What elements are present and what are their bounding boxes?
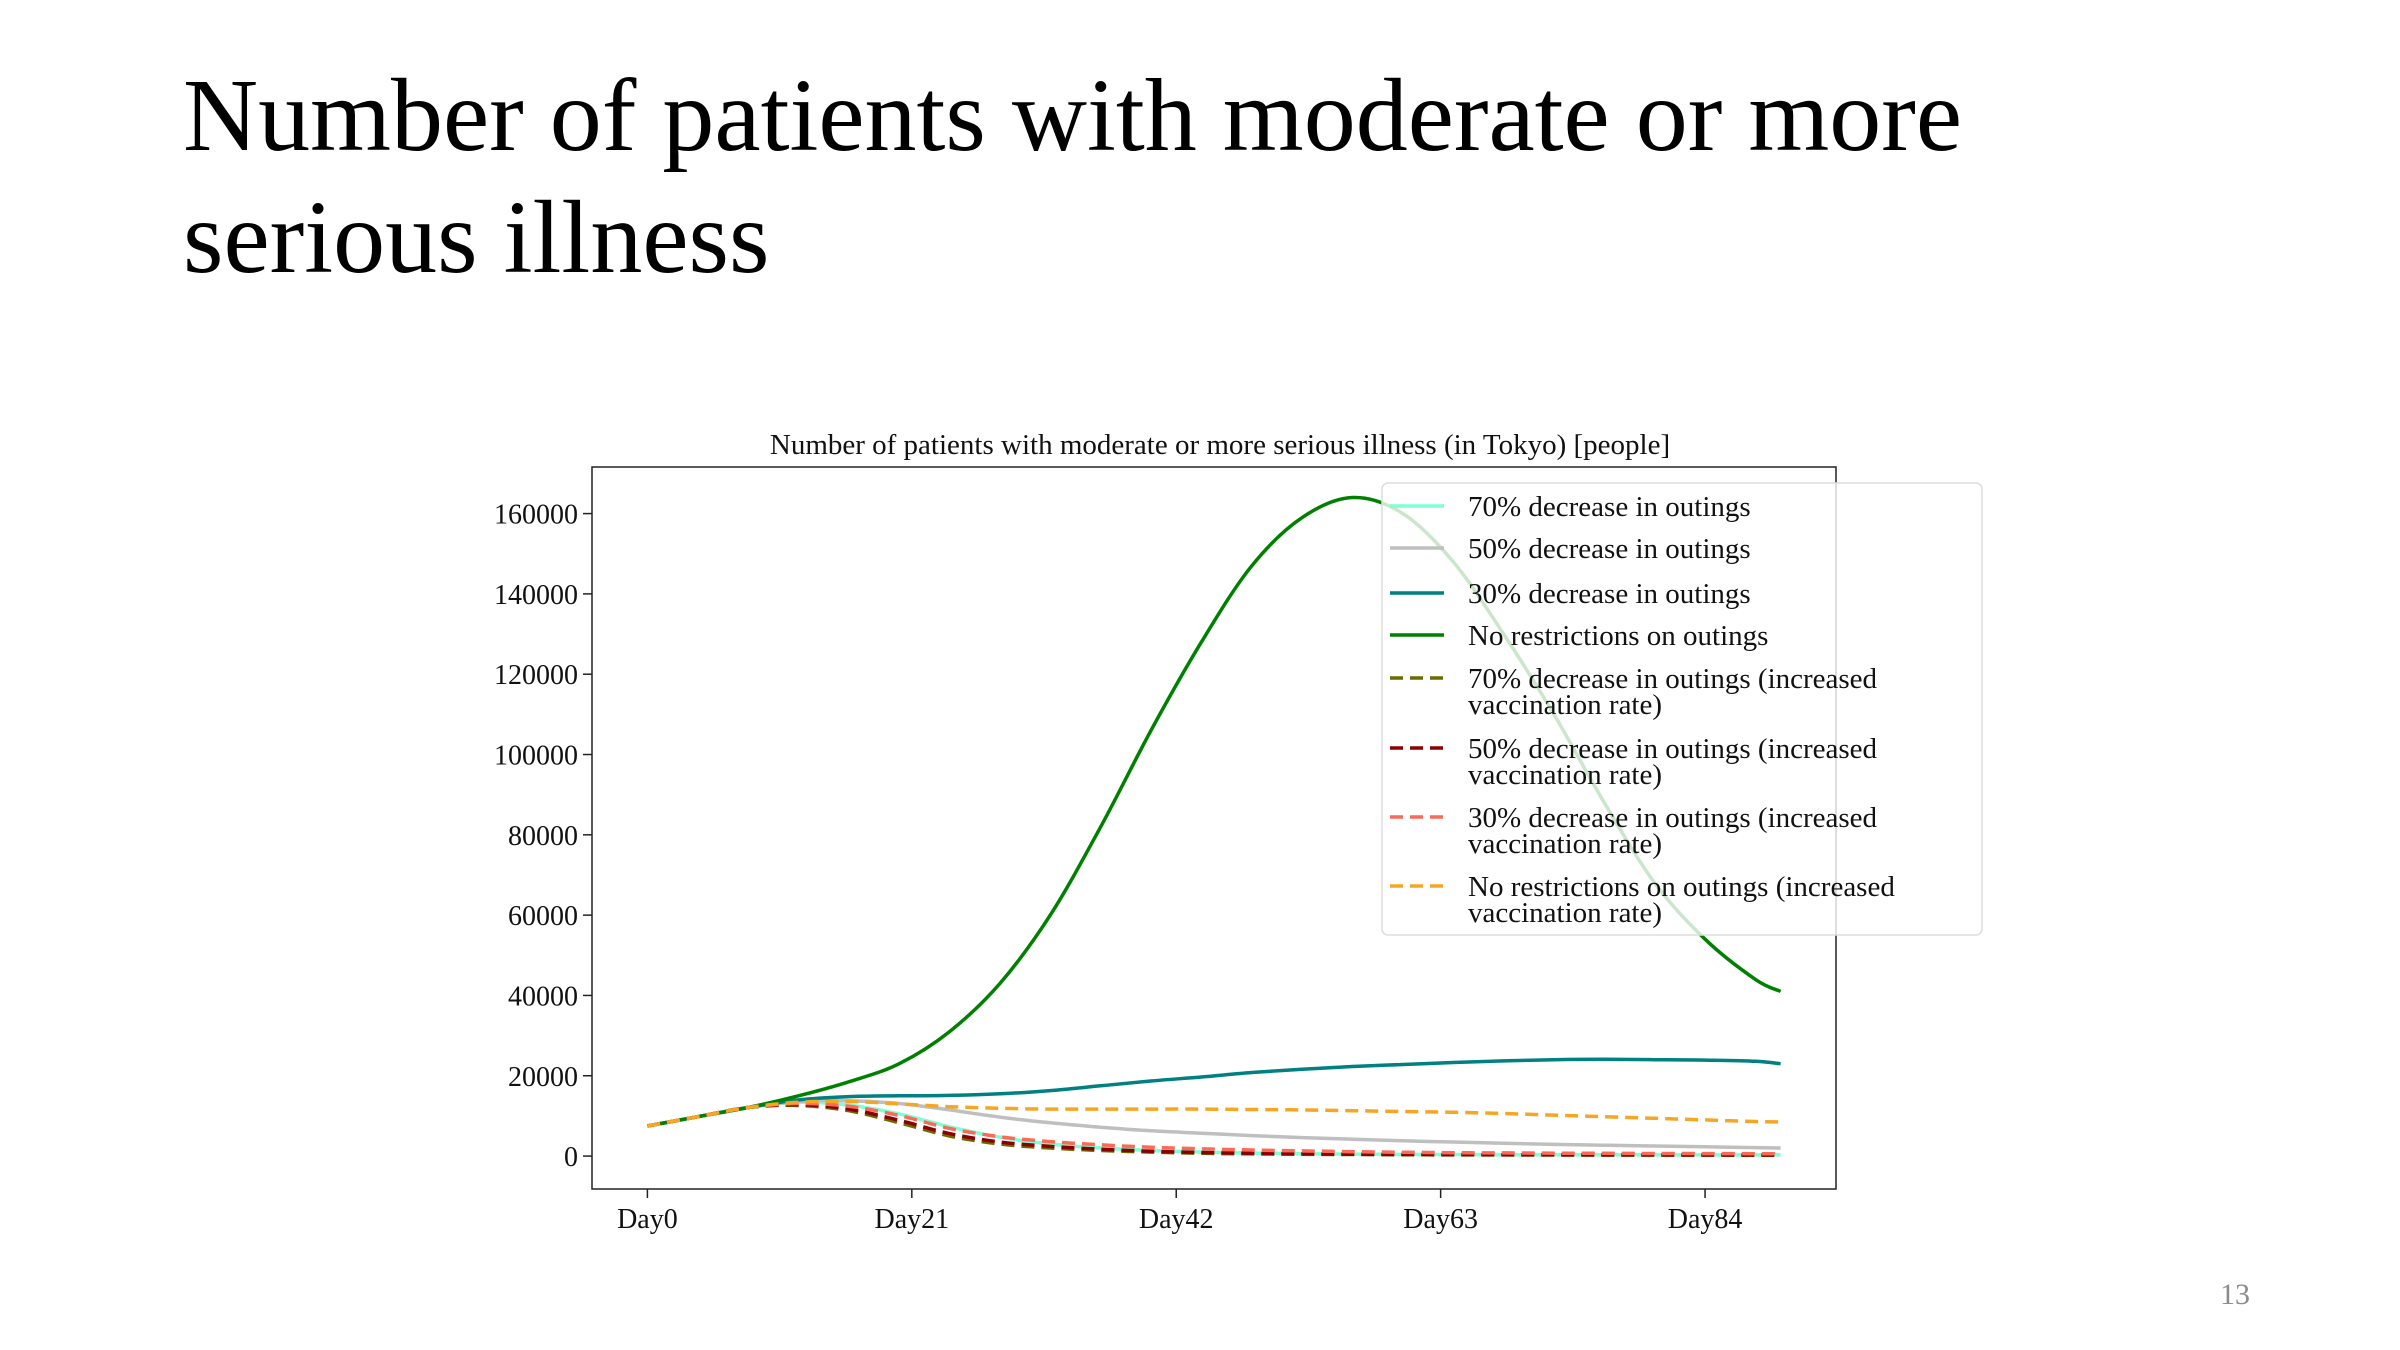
y-axis: 0 20000 40000 60000 80000 100000 120000 140000 1…	[494, 500, 592, 1173]
chart-title: Number of patients with moderate or more…	[770, 429, 1670, 461]
y-tick-label: 140000	[494, 580, 578, 611]
series-lines	[647, 495, 1782, 1157]
legend-label: 30% decrease in outings (increased vaccin…	[1468, 802, 1878, 860]
y-tick-label: 120000	[494, 660, 578, 691]
legend-label: 50% decrease in outings (increased vaccin…	[1468, 733, 1878, 791]
legend-label: 30% decrease in outings	[1468, 578, 1751, 610]
y-tick-label: 100000	[494, 741, 578, 772]
y-tick-label: 80000	[508, 821, 578, 852]
x-tick-label: Day63	[1403, 1204, 1478, 1235]
legend-label: 50% decrease in outings	[1468, 533, 1751, 565]
y-tick-label: 0	[564, 1142, 578, 1173]
legend-label: No restrictions on outings	[1468, 620, 1768, 652]
legend: 70% decrease in outings 50% decrease in o…	[1381, 482, 1983, 936]
y-tick-label: 40000	[508, 981, 578, 1012]
series-line-8	[647, 1099, 1781, 1128]
y-tick-label: 160000	[494, 500, 578, 531]
slide-title: Number of patients with moderate or more…	[183, 58, 1963, 295]
series-line-2	[647, 1098, 1781, 1150]
series-line-3	[647, 1057, 1781, 1128]
y-tick-label: 60000	[508, 901, 578, 932]
x-tick-label: Day21	[874, 1204, 949, 1235]
x-tick-label: Day84	[1668, 1204, 1743, 1235]
x-axis: Day0 Day21 Day42 Day63 Day84	[617, 1189, 1742, 1235]
legend-label: 70% decrease in outings (increased vaccin…	[1468, 663, 1878, 721]
x-tick-label: Day0	[617, 1204, 678, 1235]
x-tick-label: Day42	[1139, 1204, 1214, 1235]
series-line-7	[647, 1101, 1781, 1156]
legend-box	[1381, 482, 1983, 936]
legend-label: No restrictions on outings (increased vac…	[1468, 871, 1895, 929]
page-number: 13	[2220, 1278, 2250, 1311]
y-tick-label: 20000	[508, 1062, 578, 1093]
legend-label: 70% decrease in outings	[1468, 491, 1751, 523]
